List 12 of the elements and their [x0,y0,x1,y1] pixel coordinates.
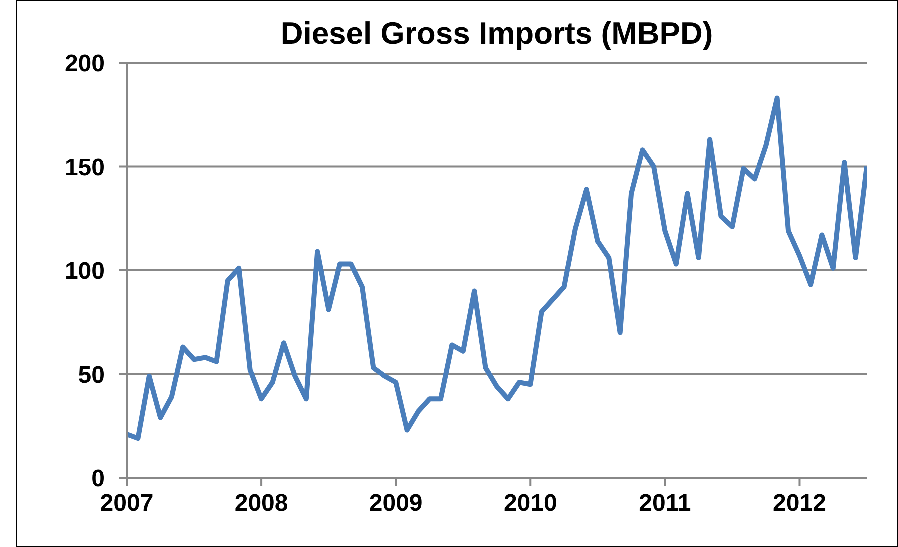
y-tick-label: 200 [64,50,105,78]
y-tick-label: 50 [78,362,105,389]
x-tick-label: 2011 [639,490,692,518]
y-tick-label: 150 [64,154,105,182]
x-tick-label: 2007 [100,490,154,518]
y-tick-label: 100 [64,258,105,286]
y-tick-label: 0 [92,466,105,493]
chart-title: Diesel Gross Imports (MBPD) [280,16,714,52]
x-tick-label: 2010 [504,490,558,518]
x-tick-label: 2008 [234,490,288,518]
x-tick-label: 2009 [369,490,423,518]
x-tick-label: 2012 [773,490,826,518]
